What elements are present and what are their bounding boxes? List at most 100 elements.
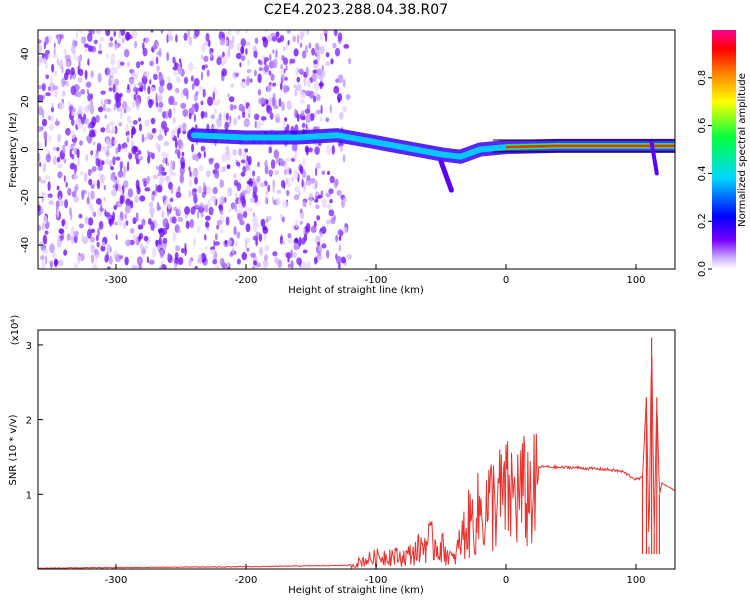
noise-speckle [285,177,289,185]
noise-speckle [148,259,155,265]
noise-speckle [293,155,298,160]
noise-speckle [193,93,198,102]
noise-speckle [203,181,206,192]
noise-speckle [326,249,330,259]
noise-speckle [144,119,151,127]
noise-speckle [124,213,127,220]
noise-speckle [38,224,42,232]
noise-speckle [337,229,343,236]
noise-speckle [207,96,214,106]
noise-speckle [313,59,318,65]
noise-speckle [182,109,189,117]
noise-speckle [238,148,243,157]
noise-speckle [195,124,198,129]
spectrogram-y-tick-label: 20 [20,95,31,108]
noise-speckle [131,265,138,269]
noise-speckle [325,192,332,198]
noise-speckle [135,236,138,245]
noise-speckle [334,47,341,57]
noise-speckle [225,216,230,226]
noise-speckle [235,192,238,200]
noise-speckle [87,103,93,111]
snr-x-tick-label: -300 [105,575,128,586]
noise-speckle [78,213,83,219]
noise-speckle [127,84,130,90]
noise-speckle [223,111,226,122]
noise-speckle [248,112,251,119]
noise-speckle [109,36,114,42]
noise-speckle [184,246,187,256]
noise-speckle [115,183,119,192]
noise-speckle [265,99,269,105]
noise-speckle [265,190,269,196]
noise-speckle [171,101,178,106]
noise-speckle [304,108,311,114]
noise-speckle [115,100,122,108]
noise-speckle [48,115,52,121]
noise-speckle [90,184,95,189]
noise-speckle [180,161,186,169]
noise-speckle [71,44,76,54]
noise-speckle [137,150,142,155]
noise-speckle [281,216,285,223]
noise-speckle [159,249,165,259]
noise-speckle [74,185,78,194]
noise-speckle [160,120,167,130]
noise-speckle [277,259,283,269]
noise-speckle [321,226,327,235]
noise-speckle [299,208,303,214]
noise-speckle [100,173,105,184]
noise-speckle [95,30,101,35]
noise-speckle [202,88,206,98]
noise-speckle [108,255,113,265]
noise-speckle [97,164,104,171]
noise-speckle [235,52,242,60]
noise-speckle [272,251,278,257]
noise-speckle [130,120,133,129]
noise-speckle [288,168,292,175]
noise-speckle [163,244,167,251]
noise-speckle [169,197,174,203]
noise-speckle [261,36,267,42]
noise-speckle [95,115,100,123]
noise-speckle [284,76,288,81]
noise-speckle [188,36,193,46]
noise-speckle [314,80,320,91]
spectrogram-x-tick-label: -200 [235,275,258,286]
noise-speckle [141,218,146,226]
noise-speckle [82,236,89,245]
noise-speckle [172,257,175,262]
noise-speckle [295,219,298,229]
noise-speckle [293,251,297,258]
noise-speckle [258,233,263,242]
noise-speckle [308,147,313,153]
noise-speckle [85,81,92,88]
noise-speckle [68,101,71,107]
noise-speckle [117,170,124,178]
noise-speckle [237,198,241,208]
noise-speckle [127,161,130,172]
noise-speckle [71,119,75,126]
noise-speckle [38,211,41,216]
noise-speckle [41,118,48,127]
noise-speckle [87,32,93,43]
noise-speckle [197,225,200,234]
noise-speckle [208,40,211,48]
noise-speckle [268,70,272,76]
noise-speckle [41,83,46,92]
noise-speckle [73,230,79,237]
noise-speckle [143,245,148,250]
noise-speckle [86,196,90,205]
noise-speckle [42,192,47,199]
noise-speckle [119,111,123,120]
noise-speckle [256,175,261,183]
noise-speckle [219,210,224,216]
noise-speckle [133,146,139,153]
noise-speckle [188,62,194,72]
noise-speckle [125,198,132,207]
noise-speckle [194,30,200,37]
noise-speckle [194,176,198,185]
noise-speckle [181,248,185,254]
noise-speckle [264,195,268,205]
noise-speckle [166,82,173,91]
